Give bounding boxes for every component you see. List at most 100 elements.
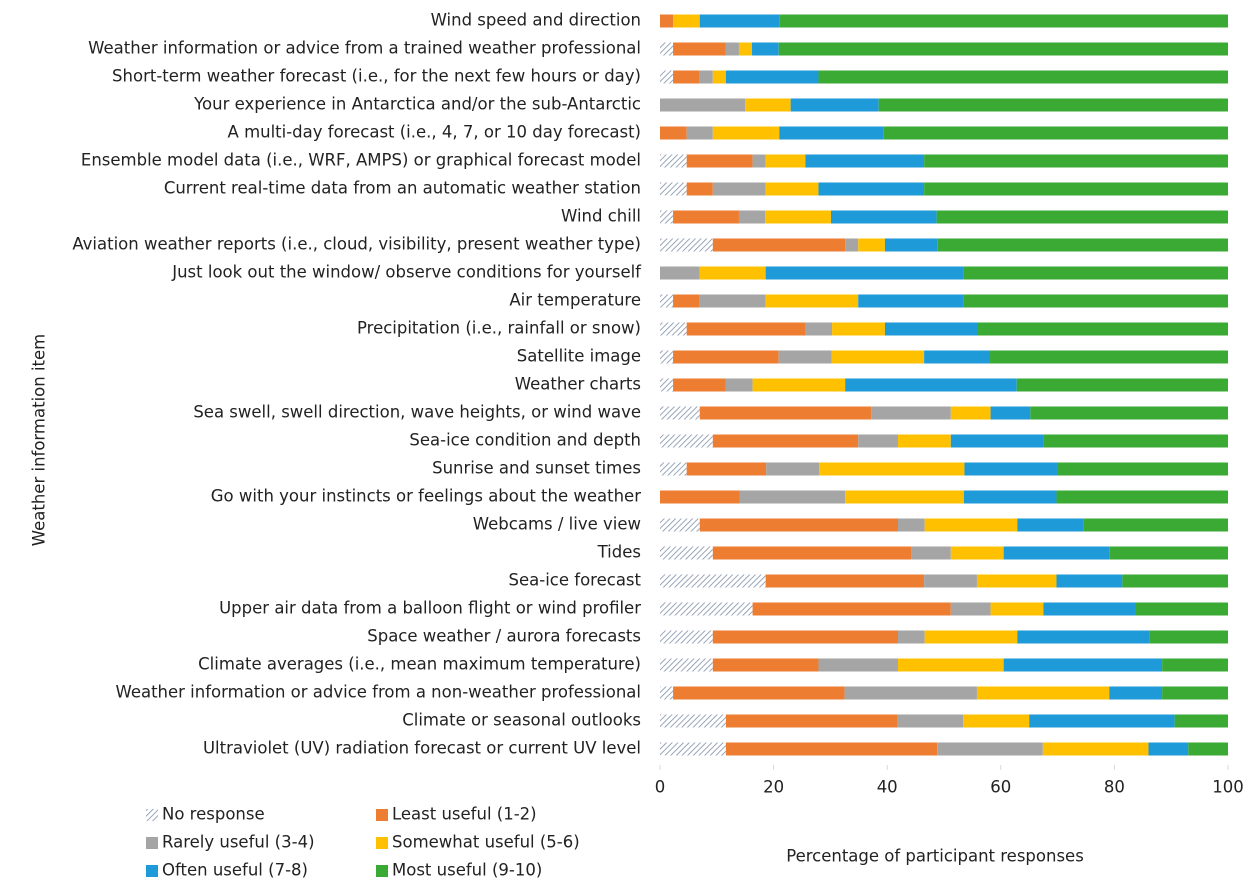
bar-segment <box>660 742 726 756</box>
legend-swatch <box>146 865 158 877</box>
y-tick-label: Upper air data from a balloon flight or … <box>219 599 641 618</box>
bar-segment <box>712 546 912 560</box>
bar-segment <box>1043 602 1136 616</box>
bar-segment <box>976 686 1110 700</box>
y-tick-label: Tides <box>597 543 641 562</box>
bar-segment <box>699 518 898 532</box>
bar-segment <box>924 518 1018 532</box>
bar-segment <box>699 294 766 308</box>
y-tick-label: Precipitation (i.e., rainfall or snow) <box>357 319 641 338</box>
bar-segment <box>660 42 674 56</box>
bar-segment <box>897 714 964 728</box>
bar-segment <box>924 182 1228 196</box>
bar-segment <box>936 210 1228 224</box>
bar-segment <box>699 14 780 28</box>
bar-segment <box>739 490 846 504</box>
bar-segment <box>673 14 700 28</box>
bar-segment <box>712 182 766 196</box>
bar-segment <box>686 322 806 336</box>
y-tick-label: Weather information or advice from a non… <box>115 683 641 702</box>
bar-segment <box>660 518 700 532</box>
y-tick-label: Aviation weather reports (i.e., cloud, v… <box>72 235 641 254</box>
y-tick-label: Go with your instincts or feelings about… <box>211 487 641 506</box>
bar-segment <box>964 462 1058 476</box>
bar-segment <box>660 602 753 616</box>
bar-segment <box>725 714 898 728</box>
bar-segment <box>911 546 951 560</box>
bar-segment <box>871 406 951 420</box>
bar-segment <box>990 602 1044 616</box>
bar-segment <box>897 434 951 448</box>
bar-segment <box>977 322 1228 336</box>
bar-segment <box>765 182 819 196</box>
bar-segment <box>1122 574 1228 588</box>
bar-segment <box>738 210 766 224</box>
bar-segment <box>1056 490 1228 504</box>
bar-segment <box>1162 658 1228 672</box>
bar-segment <box>818 70 1228 84</box>
bar-segment <box>819 462 965 476</box>
x-tick-label: 100 <box>1212 778 1244 797</box>
bar-segment <box>976 574 1057 588</box>
bar-segment <box>990 350 1228 364</box>
bar-segment <box>660 154 687 168</box>
bar-segment <box>725 742 938 756</box>
legend-label: Often useful (7-8) <box>162 861 308 880</box>
bar-segment <box>712 434 859 448</box>
bar-segment <box>1148 742 1189 756</box>
y-tick-label: Weather information or advice from a tra… <box>88 39 641 58</box>
bar-segment <box>897 630 925 644</box>
bar-segment <box>660 322 687 336</box>
x-tick-label: 80 <box>1104 778 1125 797</box>
legend-label: Most useful (9-10) <box>392 861 542 880</box>
bar-segment <box>805 322 833 336</box>
bar-segment <box>660 490 740 504</box>
bar-segment <box>897 658 1004 672</box>
bar-segment <box>765 266 964 280</box>
bar-segment <box>963 490 1057 504</box>
legend-swatch <box>146 809 158 821</box>
bar-segment <box>1030 406 1228 420</box>
y-tick-label: Webcams / live view <box>473 515 641 534</box>
bar-segment <box>1057 462 1228 476</box>
bar-segment <box>963 294 1228 308</box>
y-tick-label: Climate or seasonal outlooks <box>402 711 641 730</box>
bar-segment <box>1003 546 1110 560</box>
y-tick-label: Space weather / aurora forecasts <box>367 627 641 646</box>
bar-segment <box>752 378 846 392</box>
bar-segment <box>660 378 674 392</box>
legend-label: Least useful (1-2) <box>392 805 537 824</box>
bar-segment <box>660 658 713 672</box>
y-tick-label: Your experience in Antarctica and/or the… <box>193 95 641 114</box>
bar-segment <box>686 182 713 196</box>
bar-segment <box>1003 658 1163 672</box>
bar-segment <box>1109 546 1228 560</box>
y-tick-label: Sea-ice forecast <box>509 571 642 590</box>
bar-segment <box>950 602 991 616</box>
y-tick-label: Current real-time data from an automatic… <box>164 179 641 198</box>
bar-segment <box>660 294 674 308</box>
y-tick-label: Sunrise and sunset times <box>432 459 641 478</box>
bar-segment <box>950 406 991 420</box>
bar-segment <box>660 126 687 140</box>
bar-segment <box>844 686 977 700</box>
bar-segment <box>660 182 687 196</box>
bar-segment <box>699 70 713 84</box>
bar-segment <box>686 154 753 168</box>
bar-segment <box>884 322 978 336</box>
y-tick-label: Wind speed and direction <box>431 11 641 30</box>
legend-label: No response <box>162 805 265 824</box>
bar-segment <box>725 70 819 84</box>
bar-segment <box>660 14 674 28</box>
bar-segment <box>752 154 766 168</box>
x-tick-label: 60 <box>990 778 1011 797</box>
x-tick-label: 40 <box>877 778 898 797</box>
bar-segment <box>845 490 964 504</box>
bar-segment <box>660 630 713 644</box>
bar-segment <box>778 42 1228 56</box>
bar-segment <box>699 266 766 280</box>
bar-segment <box>738 42 753 56</box>
bar-segment <box>830 210 937 224</box>
bar-segment <box>765 210 831 224</box>
